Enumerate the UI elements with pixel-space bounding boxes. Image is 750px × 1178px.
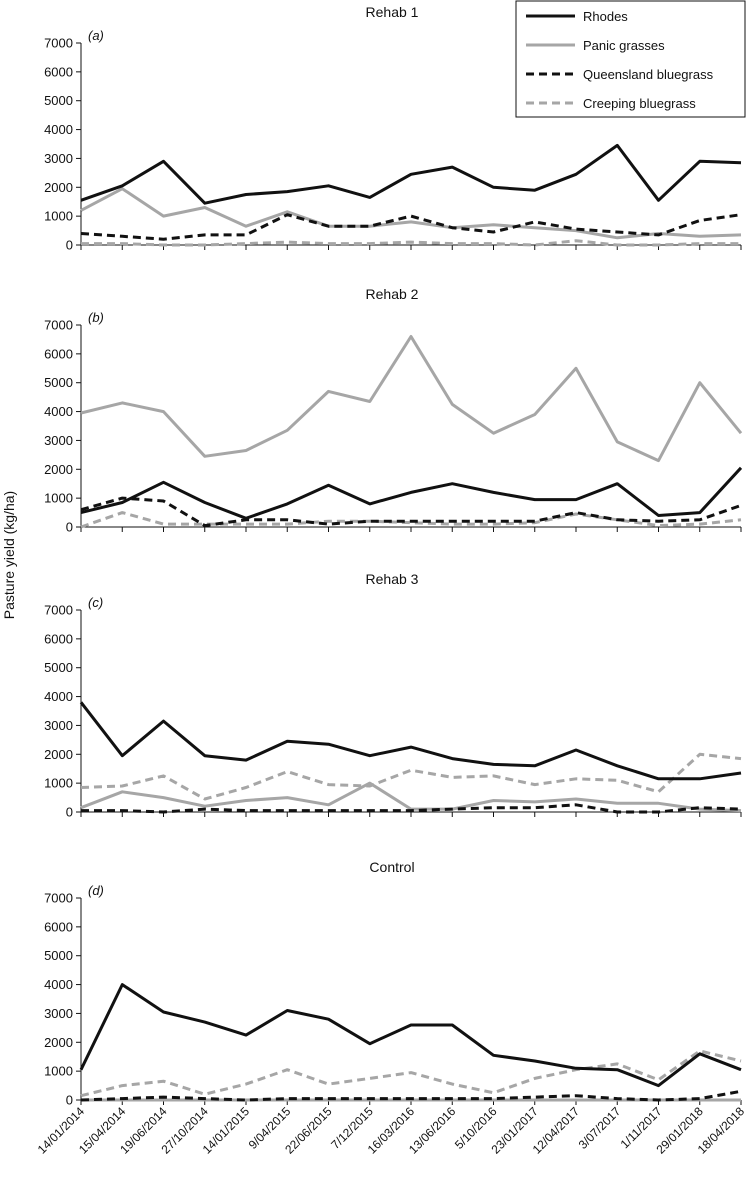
legend-box — [515, 0, 746, 118]
y-tick-label: 1000 — [44, 776, 73, 791]
panel-title: Rehab 3 — [366, 571, 419, 587]
y-tick-label: 3000 — [44, 151, 73, 166]
y-tick-label: 5000 — [44, 660, 73, 675]
y-tick-label: 3000 — [44, 1006, 73, 1021]
y-tick-label: 6000 — [44, 631, 73, 646]
y-tick-label: 7000 — [44, 318, 73, 333]
panel-label: (c) — [88, 595, 103, 610]
series-line-creeping-bluegrass — [80, 1049, 742, 1098]
y-tick-label: 0 — [66, 1093, 73, 1108]
x-tick-label: 3/07/2017 — [576, 1104, 624, 1152]
panel-1: 0 1000 2000 3000 4000 5000 6000 7000 Rehab 1 (a) — [44, 4, 742, 253]
panel-4: 0 1000 2000 3000 4000 5000 6000 7000 Control (d) — [44, 859, 742, 1108]
legend-label: Rhodes — [583, 9, 628, 24]
series-line-queensland-bluegrass — [81, 803, 742, 814]
y-tick-label: 1000 — [44, 209, 73, 224]
y-tick-label: 7000 — [44, 891, 73, 906]
panel-label: (a) — [88, 28, 104, 43]
y-tick-label: 2000 — [44, 747, 73, 762]
y-tick-label: 6000 — [44, 64, 73, 79]
y-tick-label: 3000 — [44, 433, 73, 448]
y-tick-label: 4000 — [44, 689, 73, 704]
y-axis-label: Pasture yield (kg/ha) — [1, 491, 17, 619]
y-tick-label: 1000 — [44, 491, 73, 506]
y-tick-label: 5000 — [44, 375, 73, 390]
y-tick-label: 4000 — [44, 977, 73, 992]
y-tick-label: 4000 — [44, 122, 73, 137]
legend-label: Creeping bluegrass — [583, 96, 696, 111]
panel-title: Rehab 2 — [366, 286, 419, 302]
legend-label: Panic grasses — [583, 38, 665, 53]
legend-label: Queensland bluegrass — [583, 67, 714, 82]
x-tick-labels: 14/01/201415/04/201419/06/201427/10/2014… — [35, 1104, 748, 1157]
y-tick-label: 6000 — [44, 919, 73, 934]
series-line-rhodes — [80, 143, 742, 205]
y-tick-label: 4000 — [44, 404, 73, 419]
panel-3: 0 1000 2000 3000 4000 5000 6000 7000 Rehab 3 (c) — [44, 571, 742, 820]
y-tick-label: 7000 — [44, 36, 73, 51]
series-line-rhodes — [79, 701, 742, 781]
panel-label: (d) — [88, 883, 104, 898]
series-line-queensland-bluegrass — [80, 1089, 742, 1102]
y-tick-label: 1000 — [44, 1064, 73, 1079]
panel-title: Control — [369, 859, 414, 875]
series-line-queensland-bluegrass — [80, 213, 742, 241]
series-line-queensland-bluegrass — [80, 496, 742, 528]
series-line-creeping-bluegrass — [81, 239, 741, 247]
legend: Rhodes Panic grasses Queensland bluegrass C… — [515, 0, 746, 118]
y-tick-label: 0 — [66, 520, 73, 535]
y-tick-label: 5000 — [44, 93, 73, 108]
panel-title: Rehab 1 — [366, 4, 419, 20]
series-line-rhodes — [79, 983, 742, 1088]
panel-label: (b) — [88, 310, 104, 325]
series-line-rhodes — [80, 466, 743, 520]
y-tick-label: 0 — [66, 805, 73, 820]
series-line-creeping-bluegrass — [80, 752, 742, 801]
y-tick-label: 7000 — [44, 603, 73, 618]
y-tick-label: 3000 — [44, 718, 73, 733]
y-tick-label: 0 — [66, 238, 73, 253]
series-line-panic-grasses — [80, 335, 743, 463]
panel-2: 0 1000 2000 3000 4000 5000 6000 7000 Rehab 2 (b) — [44, 286, 743, 535]
y-tick-label: 2000 — [44, 462, 73, 477]
y-tick-label: 2000 — [44, 180, 73, 195]
y-tick-label: 2000 — [44, 1035, 73, 1050]
y-tick-label: 5000 — [44, 948, 73, 963]
y-tick-label: 6000 — [44, 346, 73, 361]
series-line-panic-grasses — [80, 187, 742, 240]
series-line-panic-grasses — [80, 781, 742, 813]
